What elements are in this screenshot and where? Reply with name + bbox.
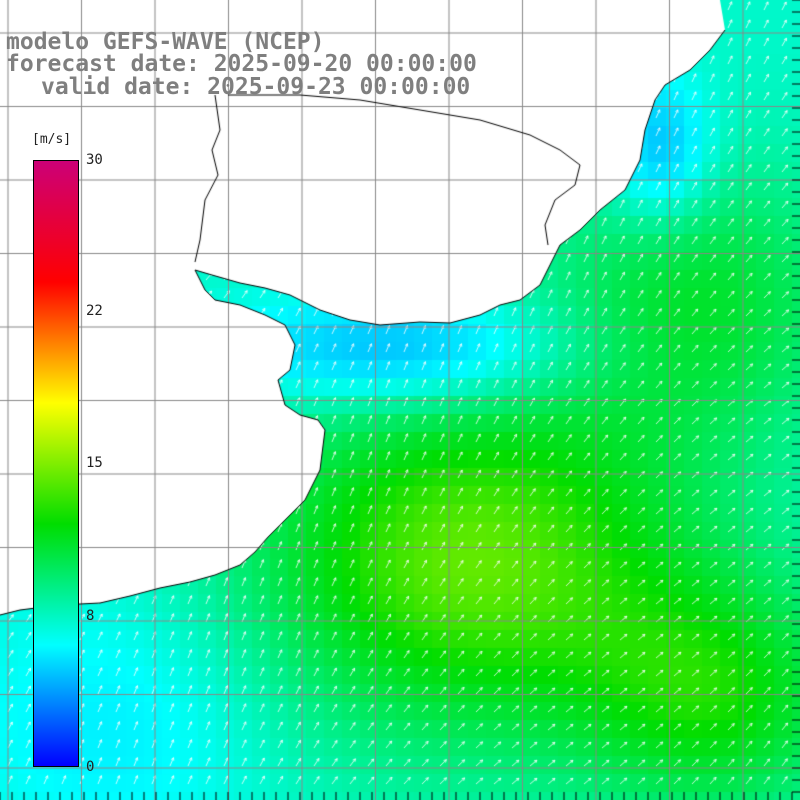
colorbar-tick-30: 30 bbox=[86, 152, 103, 168]
colorbar-tick-0: 0 bbox=[86, 759, 95, 775]
colorbar-unit: [m/s] bbox=[32, 132, 72, 147]
colorbar bbox=[33, 160, 79, 767]
colorbar-tick-15: 15 bbox=[86, 455, 103, 471]
title-valid-date: valid date: 2025-09-23 00:00:00 bbox=[41, 74, 471, 100]
colorbar-tick-22: 22 bbox=[86, 303, 103, 319]
title-model: modelo GEFS-WAVE (NCEP) bbox=[6, 29, 325, 55]
colorbar-tick-8: 8 bbox=[86, 608, 95, 624]
title-forecast-date: forecast date: 2025-09-20 00:00:00 bbox=[6, 51, 477, 77]
